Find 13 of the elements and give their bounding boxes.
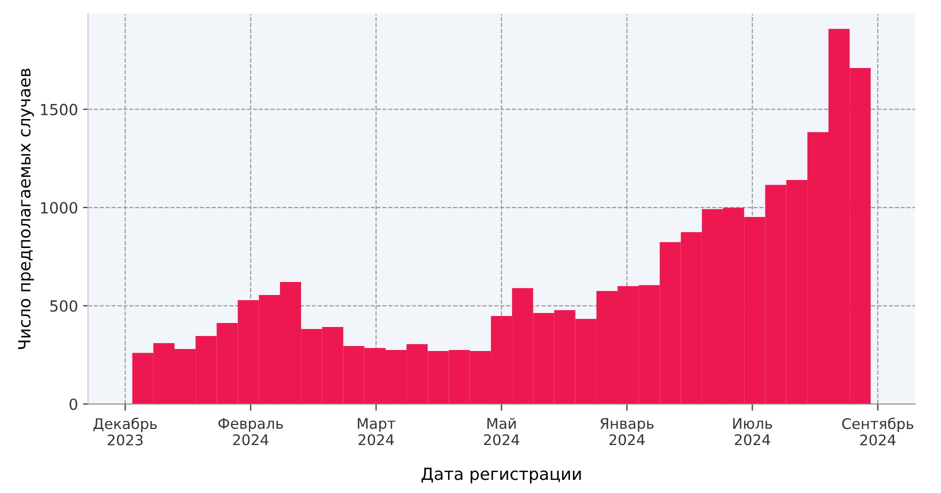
text: Февраль 2024 — [218, 418, 283, 446]
y-tick-label: 0 — [70, 398, 78, 410]
y-tick-label: 500 — [50, 300, 78, 312]
y-tick-label: 1000 — [41, 202, 78, 214]
text: Май 2024 — [484, 418, 520, 446]
text: Март 2024 — [358, 418, 396, 446]
x-axis-title: Дата регистрации — [422, 468, 581, 484]
y-tick-label: 1500 — [41, 104, 78, 116]
text: Июль 2024 — [733, 418, 772, 446]
text: Сентябрь 2024 — [842, 418, 914, 446]
y-axis-title: Число предполагаемых случаев — [18, 68, 34, 349]
text: Декабрь 2023 — [93, 418, 157, 446]
text: Январь 2024 — [600, 418, 654, 446]
